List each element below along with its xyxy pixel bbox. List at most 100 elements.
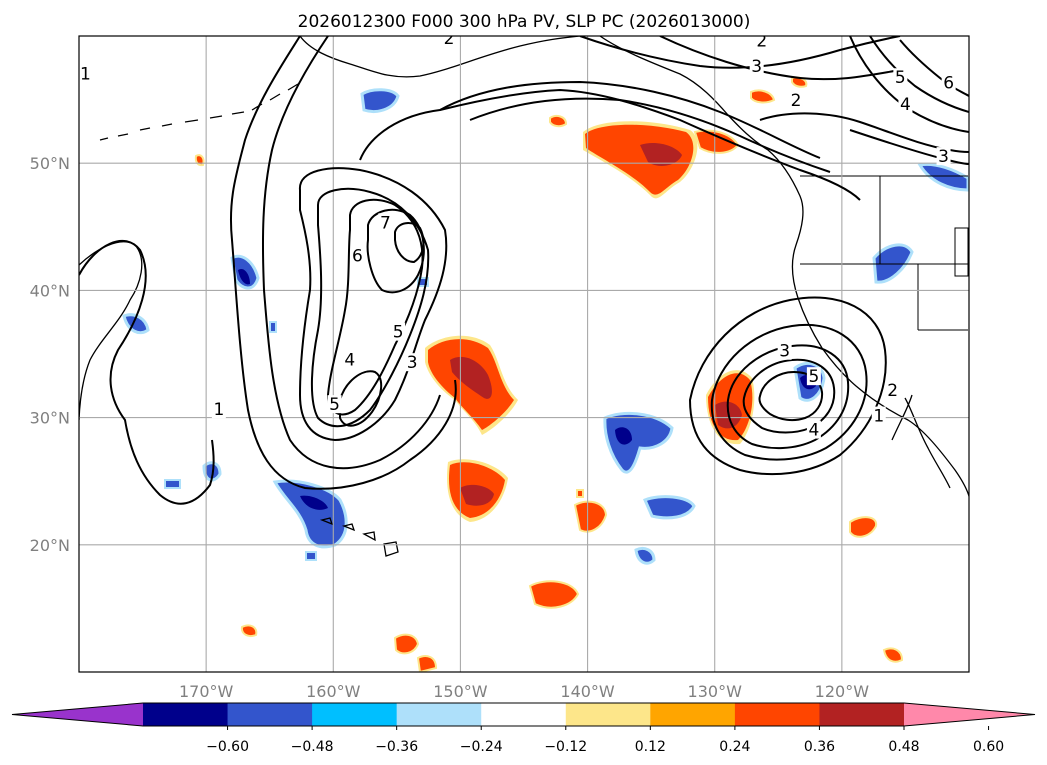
contour-label: 1 xyxy=(873,407,884,427)
contour-5-inner xyxy=(326,198,424,416)
colorbar-segment xyxy=(396,703,482,726)
gridlines xyxy=(79,36,969,672)
contour-label-bg xyxy=(405,353,420,372)
contour-east-3 xyxy=(726,344,850,450)
contour-label: 7 xyxy=(380,213,391,233)
contour-label-bg xyxy=(789,91,804,110)
contour-east-1 xyxy=(688,296,887,476)
longitude-tick-labels: 170°W 160°W 150°W 140°W 130°W 120°W xyxy=(179,682,869,701)
contour-label-bg xyxy=(350,246,365,265)
contour-label-bg xyxy=(749,56,764,75)
colorbar: −0.60 −0.48 −0.36 −0.24 −0.12 0.12 0.24 0.36 0.4… xyxy=(11,702,1036,755)
north-american-interior-borders xyxy=(800,175,969,331)
contour-label-bg xyxy=(342,350,357,369)
contour-label-bg xyxy=(806,420,821,439)
contour-label: 2 xyxy=(791,91,802,111)
contour-ne-2 xyxy=(579,36,901,69)
lon-tick-label: 120°W xyxy=(815,682,870,701)
colorbar-segment xyxy=(734,703,820,726)
map-background xyxy=(79,36,969,672)
contour-label: 1 xyxy=(213,400,224,420)
contour-label-bg xyxy=(806,367,821,386)
contour-east-2 xyxy=(710,323,868,461)
contour-ne-3 xyxy=(659,36,901,81)
contour-label: 6 xyxy=(352,246,363,266)
pv-positive-anomaly-south xyxy=(446,459,508,522)
colorbar-tick-label: 0.36 xyxy=(804,739,835,755)
colorbar-segment xyxy=(819,703,905,726)
contour-label: 4 xyxy=(900,95,911,115)
lon-tick-label: 150°W xyxy=(433,682,488,701)
colorbar-tick-label: −0.60 xyxy=(206,739,249,755)
slp-contours xyxy=(79,36,969,505)
pv-anomaly-shading xyxy=(122,76,969,672)
colorbar-tick-label: −0.12 xyxy=(544,739,587,755)
contour-label-bg xyxy=(441,36,456,47)
colorbar-tick-label: 0.12 xyxy=(635,739,666,755)
colorbar-extend-low xyxy=(12,703,143,726)
contour-label-bg xyxy=(936,147,951,166)
lat-tick-label: 40°N xyxy=(30,281,70,300)
contour-label-bg xyxy=(941,73,956,92)
colorbar-segment xyxy=(481,703,567,726)
contour-4-inner xyxy=(310,187,430,428)
hawaii-islands xyxy=(319,517,399,557)
colorbar-outline xyxy=(11,702,1036,727)
contour-label: 3 xyxy=(407,353,418,373)
contour-label-bg xyxy=(754,36,769,50)
contour-label: 2 xyxy=(444,29,455,49)
lon-tick-label: 160°W xyxy=(306,682,361,701)
contour-2-northeast xyxy=(439,80,821,159)
contour-label: 2 xyxy=(887,381,898,401)
colorbar-tick-label: −0.48 xyxy=(291,739,334,755)
contour-2-west xyxy=(261,36,441,470)
contour-7-inner xyxy=(394,222,425,264)
contour-label-bg xyxy=(898,94,913,113)
contour-label: 2 xyxy=(756,31,767,51)
chart-title: 2026012300 F000 300 hPa PV, SLP PC (2026… xyxy=(298,12,751,32)
contour-label: 4 xyxy=(808,421,819,441)
colorbar-tick-label: 0.24 xyxy=(719,739,750,755)
pv-positive-anomaly-small-patches xyxy=(194,76,904,672)
contour-label: 5 xyxy=(329,395,340,415)
pv-positive-anomaly-northeast xyxy=(583,121,698,199)
latitude-tick-labels: 20°N 30°N 40°N 50°N xyxy=(30,154,70,555)
western-boundary-landmass xyxy=(79,241,143,421)
colorbar-extend-high xyxy=(904,703,1035,726)
contour-6-inner xyxy=(366,208,425,294)
contour-label-bg xyxy=(378,213,393,232)
contour-label: 5 xyxy=(895,68,906,88)
contour-ne-6 xyxy=(899,39,969,97)
contour-east-4 xyxy=(742,358,836,434)
contour-label: 4 xyxy=(344,351,355,371)
contour-label-bg xyxy=(871,406,886,425)
contour-label-bg xyxy=(211,400,226,419)
colorbar-segment xyxy=(227,703,313,726)
contour-1-west xyxy=(229,36,457,490)
colorbar-segment xyxy=(565,703,651,726)
contour-3-northeast xyxy=(469,97,831,173)
contour-label-bg xyxy=(327,395,342,414)
colorbar-tick-label: −0.24 xyxy=(460,739,503,755)
pv-negative-anomaly-patches xyxy=(122,88,969,565)
contour-label-bg xyxy=(79,64,93,83)
colorbar-segment xyxy=(650,703,736,726)
contour-label-bg xyxy=(885,381,900,400)
contour-2-hook xyxy=(359,88,861,201)
colorbar-tick-label: 0.60 xyxy=(973,739,1004,755)
baja-california-coast xyxy=(891,394,951,489)
contour-3-inner xyxy=(298,167,448,442)
contour-ne-5 xyxy=(869,36,969,113)
contour-label-bg xyxy=(893,68,908,87)
colorbar-tick-label: −0.36 xyxy=(375,739,418,755)
contour-1-lower xyxy=(79,239,215,505)
contour-ne-2b xyxy=(759,112,969,153)
lon-tick-label: 170°W xyxy=(179,682,234,701)
colorbar-segment xyxy=(312,703,398,726)
contour-label: 5 xyxy=(393,323,404,343)
colorbar-tick-label: 0.48 xyxy=(888,739,919,755)
contour-label: 6 xyxy=(943,73,954,93)
map-frame xyxy=(78,35,970,673)
